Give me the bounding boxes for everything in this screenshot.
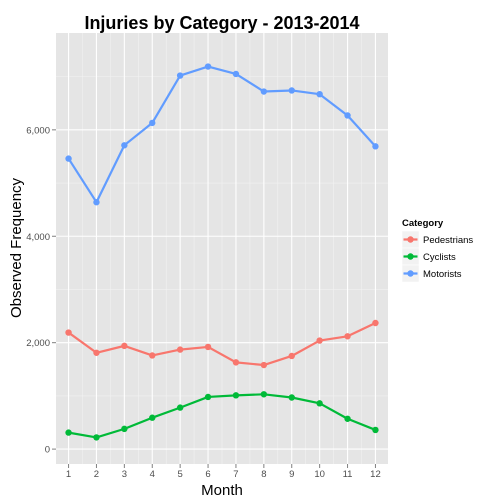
data-point-cyclists	[260, 391, 268, 398]
data-point-motorists	[316, 90, 323, 98]
legend-label-pedestrians: Pedestrians	[423, 235, 473, 246]
legend-label-cyclists: Cyclists	[423, 252, 456, 263]
data-point-pedestrians	[232, 359, 240, 366]
data-point-cyclists	[288, 394, 295, 401]
data-point-pedestrians	[176, 346, 184, 353]
x-tick-label: 12	[370, 469, 381, 480]
legend-key-point-motorists	[407, 270, 414, 277]
data-point-cyclists	[65, 429, 72, 436]
data-point-cyclists	[121, 425, 128, 433]
minor-gridlines	[56, 33, 388, 464]
data-point-cyclists	[372, 426, 379, 434]
series-line-cyclists	[68, 393, 376, 439]
chart-title: Injuries by Category - 2013-2014	[84, 13, 359, 33]
series-layer	[65, 63, 379, 441]
data-point-cyclists	[204, 393, 212, 401]
legend: Category Pedestrians Cyclists Motorists	[401, 218, 473, 283]
x-tick-label: 3	[122, 469, 127, 480]
data-point-motorists	[121, 142, 128, 149]
data-point-pedestrians	[344, 333, 351, 340]
x-tick-label: 10	[314, 469, 325, 480]
data-point-motorists	[344, 112, 351, 119]
y-axis-title: Observed Frequency	[8, 177, 25, 318]
data-point-cyclists	[316, 400, 323, 407]
x-tick-label: 4	[150, 469, 155, 480]
data-point-motorists	[65, 155, 72, 162]
x-axis-title: Month	[201, 482, 243, 499]
y-tick-label: 2,000	[26, 338, 50, 349]
data-point-pedestrians	[316, 337, 323, 344]
series-line-pedestrians	[67, 321, 376, 367]
legend-key-point-pedestrians	[407, 236, 414, 243]
y-tick-label: 0	[45, 445, 50, 456]
legend-label-motorists: Motorists	[423, 269, 462, 280]
data-point-cyclists	[344, 415, 351, 422]
x-tick-label: 8	[261, 469, 266, 480]
data-point-motorists	[93, 199, 100, 206]
x-axis: 1 2 3 4 5 6 7 8 9 10 11 12	[66, 464, 381, 480]
data-point-pedestrians	[149, 352, 156, 359]
data-point-motorists	[176, 72, 184, 79]
data-point-cyclists	[176, 404, 184, 411]
data-point-pedestrians	[93, 349, 100, 356]
data-point-pedestrians	[288, 352, 295, 360]
data-point-pedestrians	[121, 342, 128, 350]
x-tick-label: 9	[289, 469, 294, 480]
legend-title: Category	[402, 218, 444, 229]
data-point-pedestrians	[65, 329, 72, 336]
data-point-motorists	[204, 63, 212, 70]
legend-key-point-cyclists	[407, 253, 414, 260]
data-point-cyclists	[232, 392, 240, 399]
x-tick-label: 5	[178, 469, 183, 480]
data-point-motorists	[260, 88, 268, 95]
x-tick-label: 6	[205, 469, 210, 480]
data-point-pedestrians	[204, 343, 212, 351]
y-tick-label: 6,000	[26, 125, 50, 136]
data-point-pedestrians	[372, 319, 379, 327]
x-tick-label: 1	[66, 469, 71, 480]
x-tick-label: 2	[94, 469, 99, 480]
data-point-motorists	[288, 87, 295, 94]
data-point-cyclists	[149, 414, 156, 421]
data-point-cyclists	[93, 434, 100, 441]
data-point-motorists	[232, 70, 240, 78]
series-line-motorists	[67, 65, 377, 204]
x-tick-label: 7	[233, 469, 238, 480]
data-point-motorists	[149, 119, 156, 127]
x-tick-label: 11	[343, 469, 353, 480]
y-axis: 0 2,000 4,000 6,000	[26, 125, 56, 456]
data-point-motorists	[372, 143, 379, 150]
data-point-pedestrians	[260, 361, 268, 369]
y-tick-label: 4,000	[26, 232, 50, 243]
